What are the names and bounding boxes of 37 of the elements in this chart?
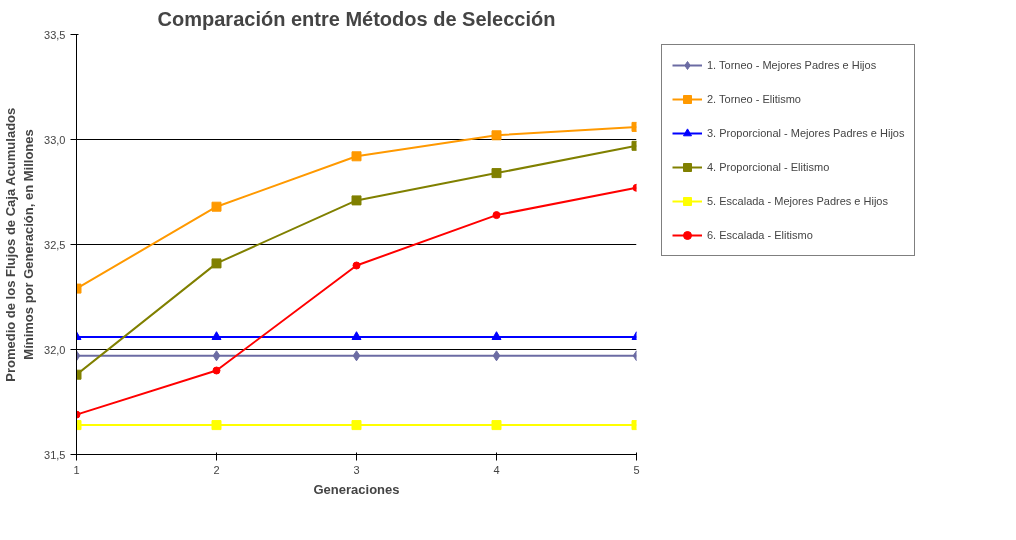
legend-label: 3. Proporcional - Mejores Padres e Hijos [707,127,905,139]
point [351,151,362,162]
point [211,331,222,340]
point [491,130,502,141]
point [491,168,502,179]
point [212,350,221,362]
point [211,258,222,269]
point [351,195,362,206]
point [491,331,502,340]
y-axis-title: Promedio de los Flujos de Caja Acumulados Mínimos por Generación, en Millones [3,107,37,382]
y-tick-label: 33,0 [44,133,66,146]
point [492,350,501,362]
x-tick-label: 1 [73,463,80,476]
chart-title: Comparación entre Métodos de Selección [157,7,556,30]
y-tick-label: 32,5 [44,238,66,251]
point [211,201,222,212]
x-tick-label: 2 [213,463,220,476]
point [351,420,362,431]
point [491,420,502,431]
y-tick-label: 31,5 [44,448,66,461]
point [352,350,361,362]
x-axis-title: Generaciones [313,481,400,497]
x-tick-label: 4 [493,463,500,476]
point [212,366,221,375]
point [492,211,501,220]
legend-label: 1. Torneo - Mejores Padres e Hijos [707,59,877,71]
legend-label: 4. Proporcional - Elitismo [707,161,830,173]
y-tick-label: 32,0 [44,343,66,356]
x-tick-label: 5 [633,463,640,476]
y-tick-label: 33,5 [44,28,66,41]
x-tick-label: 3 [353,463,360,476]
legend-label: 2. Torneo - Elitismo [707,93,801,105]
legend-label: 6. Escalada - Elitismo [707,229,813,241]
point [211,420,222,431]
legend-label: 5. Escalada - Mejores Padres e Hijos [707,195,888,207]
point [351,331,362,340]
point [352,261,361,270]
